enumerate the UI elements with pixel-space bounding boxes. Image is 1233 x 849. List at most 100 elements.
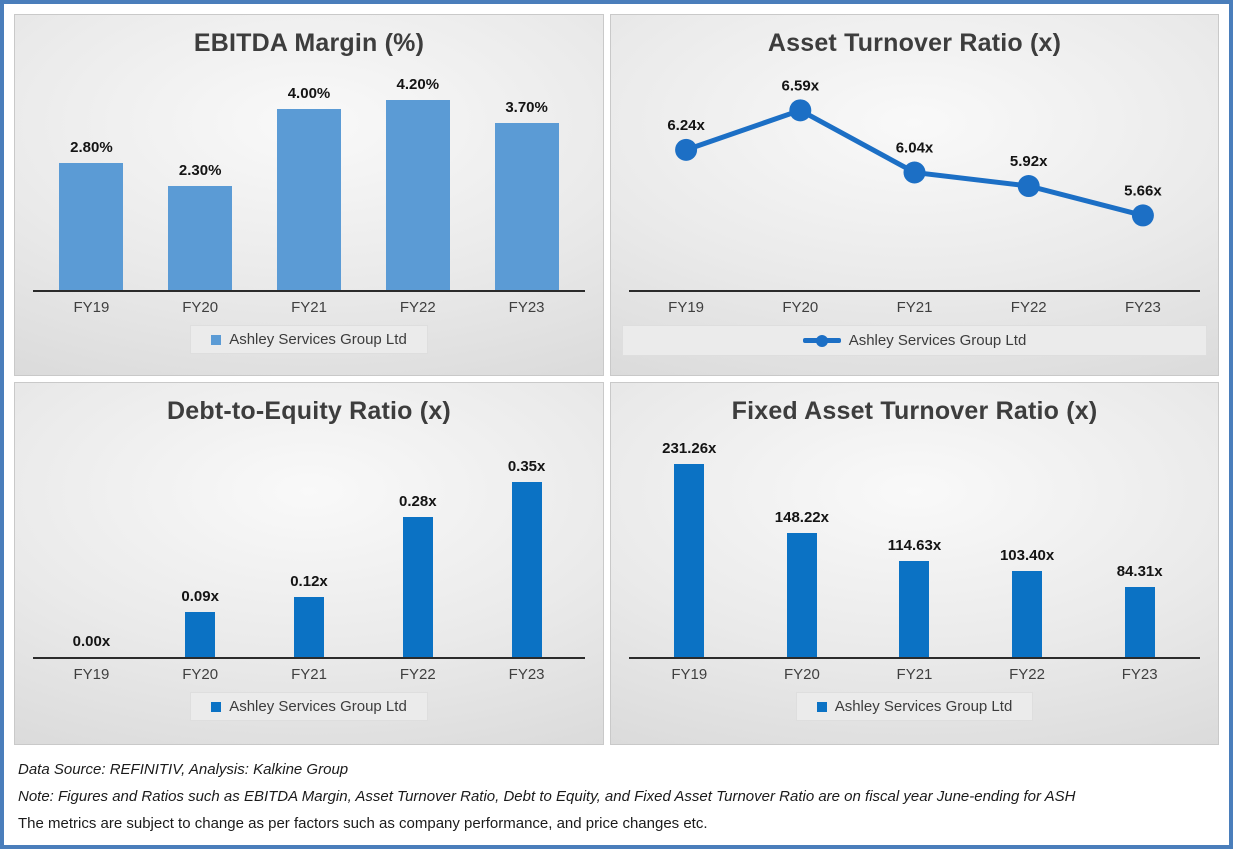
bar-column: 148.22x — [746, 432, 859, 657]
legend-label: Ashley Services Group Ltd — [229, 698, 407, 715]
bar — [185, 612, 216, 657]
x-axis-label: FY22 — [1010, 299, 1047, 316]
data-label: 6.24x — [667, 117, 705, 134]
data-label: 4.00% — [287, 85, 331, 102]
data-label: 0.12x — [290, 573, 328, 590]
charts-grid: EBITDA Margin (%) 2.80% 2.30% 4.00% 4.20% 3.… — [4, 4, 1229, 745]
bar-column: 103.40x — [971, 432, 1084, 657]
x-axis-line — [33, 657, 585, 659]
data-label: 103.40x — [999, 547, 1055, 564]
data-label: 0.00x — [72, 633, 111, 650]
data-label: 2.80% — [70, 139, 113, 156]
bar-column: 4.20% — [363, 64, 472, 290]
data-label: 0.35x — [507, 458, 546, 475]
x-axis-label: FY23 — [1124, 299, 1161, 316]
bar — [1012, 571, 1043, 657]
x-axis-label: FY23 — [508, 666, 545, 683]
bar-column: 0.35x — [472, 432, 581, 657]
data-source-note: Data Source: REFINITIV, Analysis: Kalkin… — [18, 761, 349, 778]
data-point-marker — [675, 138, 698, 161]
plot-area: 2.80% 2.30% 4.00% 4.20% 3.70% — [37, 64, 581, 290]
x-axis-label: FY21 — [291, 299, 327, 316]
legend-line-marker-icon — [802, 334, 841, 347]
data-label: 0.28x — [399, 493, 437, 510]
data-point-marker — [1017, 175, 1040, 198]
data-label: 148.22x — [774, 509, 829, 526]
data-label: 3.70% — [505, 99, 548, 116]
legend: Ashley Services Group Ltd — [190, 692, 428, 721]
data-label: 4.20% — [396, 76, 440, 93]
data-point-marker — [1131, 204, 1154, 227]
bar — [899, 561, 930, 657]
legend-square-icon — [211, 334, 222, 345]
bar-column: 114.63x — [858, 432, 971, 657]
data-point-marker — [789, 99, 812, 122]
x-axis-label: FY19 — [671, 666, 708, 683]
data-label: 2.30% — [178, 162, 222, 179]
x-axis-labels: FY19 FY20 FY21 FY22 FY23 — [37, 292, 581, 316]
x-axis-label: FY22 — [399, 299, 436, 316]
x-axis-label: FY20 — [182, 299, 219, 316]
bar-column: 0.12x — [255, 432, 364, 657]
bar-column: 0.00x — [37, 432, 146, 657]
plot-area: 0.00x 0.09x 0.12x 0.28x 0.35x — [37, 432, 581, 657]
legend-row: Ashley Services Group Ltd — [611, 692, 1218, 721]
x-axis-label: FY20 — [783, 666, 820, 683]
x-axis-line — [33, 290, 585, 292]
x-axis-label: FY20 — [182, 666, 219, 683]
bar-column: 3.70% — [472, 64, 581, 290]
bar — [385, 100, 450, 290]
chart-panel-debt-to-equity: Debt-to-Equity Ratio (x) 0.00x 0.09x 0.12x… — [14, 382, 604, 745]
data-label: 84.31x — [1116, 563, 1163, 580]
bar-column: 0.28x — [363, 432, 472, 657]
x-axis-label: FY23 — [1121, 666, 1158, 683]
data-label: 5.92x — [1010, 153, 1048, 170]
legend-row: Ashley Services Group Ltd — [15, 325, 603, 354]
line-chart: 6.24x 6.59x 6.04x 5.92x 5.66x — [667, 77, 1162, 227]
x-axis-label: FY21 — [291, 666, 327, 683]
legend-label: Ashley Services Group Ltd — [848, 332, 1027, 349]
fiscal-year-note: Note: Figures and Ratios such as EBITDA … — [18, 788, 1076, 805]
bar — [276, 109, 341, 290]
chart-panel-ebitda-margin: EBITDA Margin (%) 2.80% 2.30% 4.00% 4.20% 3.… — [14, 14, 604, 376]
x-axis-label: FY20 — [782, 299, 819, 316]
chart-panel-asset-turnover: Asset Turnover Ratio (x) 6.24x 6.59x 6.04x… — [610, 14, 1219, 376]
bar-column: 231.26x — [633, 432, 746, 657]
bar — [1124, 587, 1155, 657]
data-point-marker — [903, 161, 926, 184]
x-axis-label: FY22 — [1009, 666, 1045, 683]
bar — [59, 163, 124, 290]
bar-column: 84.31x — [1083, 432, 1196, 657]
x-axis-line — [629, 290, 1200, 292]
chart-panel-fixed-asset-turnover: Fixed Asset Turnover Ratio (x) 231.26x 14… — [610, 382, 1219, 745]
legend-row: Ashley Services Group Ltd — [15, 692, 603, 721]
metrics-disclaimer: The metrics are subject to change as per… — [18, 815, 708, 832]
chart-title: Debt-to-Equity Ratio (x) — [167, 397, 451, 425]
data-label: 0.09x — [181, 588, 219, 605]
data-label: 5.66x — [1124, 182, 1162, 199]
bar — [293, 597, 324, 657]
chart-title: Fixed Asset Turnover Ratio (x) — [731, 397, 1098, 425]
chart-title: EBITDA Margin (%) — [193, 29, 425, 57]
plot-area: 231.26x 148.22x 114.63x 103.40x 84.31x — [633, 432, 1196, 657]
bar — [494, 123, 559, 290]
bar-column: 0.09x — [146, 432, 255, 657]
chart-title: Asset Turnover Ratio (x) — [767, 29, 1062, 57]
legend-square-icon — [211, 701, 222, 712]
bar — [786, 533, 817, 657]
x-axis-label: FY19 — [668, 299, 705, 316]
data-label: 6.59x — [782, 77, 820, 94]
x-axis-labels: FY19 FY20 FY21 FY22 FY23 — [629, 292, 1200, 316]
x-axis-label: FY19 — [73, 666, 110, 683]
legend-label: Ashley Services Group Ltd — [229, 331, 407, 348]
legend: Ashley Services Group Ltd — [190, 325, 428, 354]
legend-square-icon — [816, 701, 827, 712]
bar-column: 2.30% — [146, 64, 255, 290]
bar-column: 4.00% — [255, 64, 364, 290]
data-label: 114.63x — [887, 537, 942, 554]
x-axis-label: FY22 — [399, 666, 436, 683]
bar — [168, 186, 233, 290]
footnotes: Data Source: REFINITIV, Analysis: Kalkin… — [4, 745, 1229, 834]
x-axis-labels: FY19 FY20 FY21 FY22 FY23 — [633, 659, 1196, 683]
